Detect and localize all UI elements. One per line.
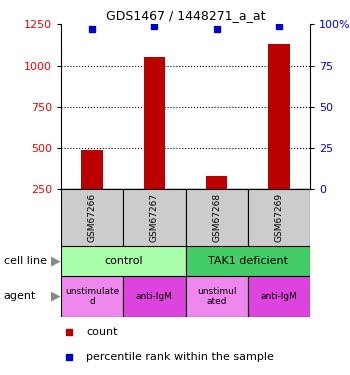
Text: agent: agent [4,291,36,301]
Bar [206,176,228,189]
Text: unstimul
ated: unstimul ated [197,286,236,306]
Text: anti-IgM: anti-IgM [136,292,173,301]
Text: count: count [86,327,118,337]
Bar [61,246,186,276]
Bar [186,276,248,317]
Bar [268,44,289,189]
Text: unstimulate
d: unstimulate d [65,286,119,306]
Text: GSM67268: GSM67268 [212,193,221,242]
Text: ▶: ▶ [51,290,60,303]
Bar [123,276,186,317]
Bar [248,276,310,317]
Text: cell line: cell line [4,256,47,266]
Text: ▶: ▶ [51,254,60,267]
Text: GSM67269: GSM67269 [274,193,283,242]
Title: GDS1467 / 1448271_a_at: GDS1467 / 1448271_a_at [106,9,265,22]
Bar [186,246,310,276]
Text: percentile rank within the sample: percentile rank within the sample [86,352,274,362]
Bar [82,150,103,189]
Text: control: control [104,256,143,266]
Bar [186,189,248,246]
Bar [61,189,123,246]
Bar [144,57,165,189]
Bar [248,189,310,246]
Text: GSM67267: GSM67267 [150,193,159,242]
Bar [123,189,186,246]
Text: TAK1 deficient: TAK1 deficient [208,256,288,266]
Text: anti-IgM: anti-IgM [260,292,297,301]
Bar [61,276,123,317]
Text: GSM67266: GSM67266 [88,193,97,242]
